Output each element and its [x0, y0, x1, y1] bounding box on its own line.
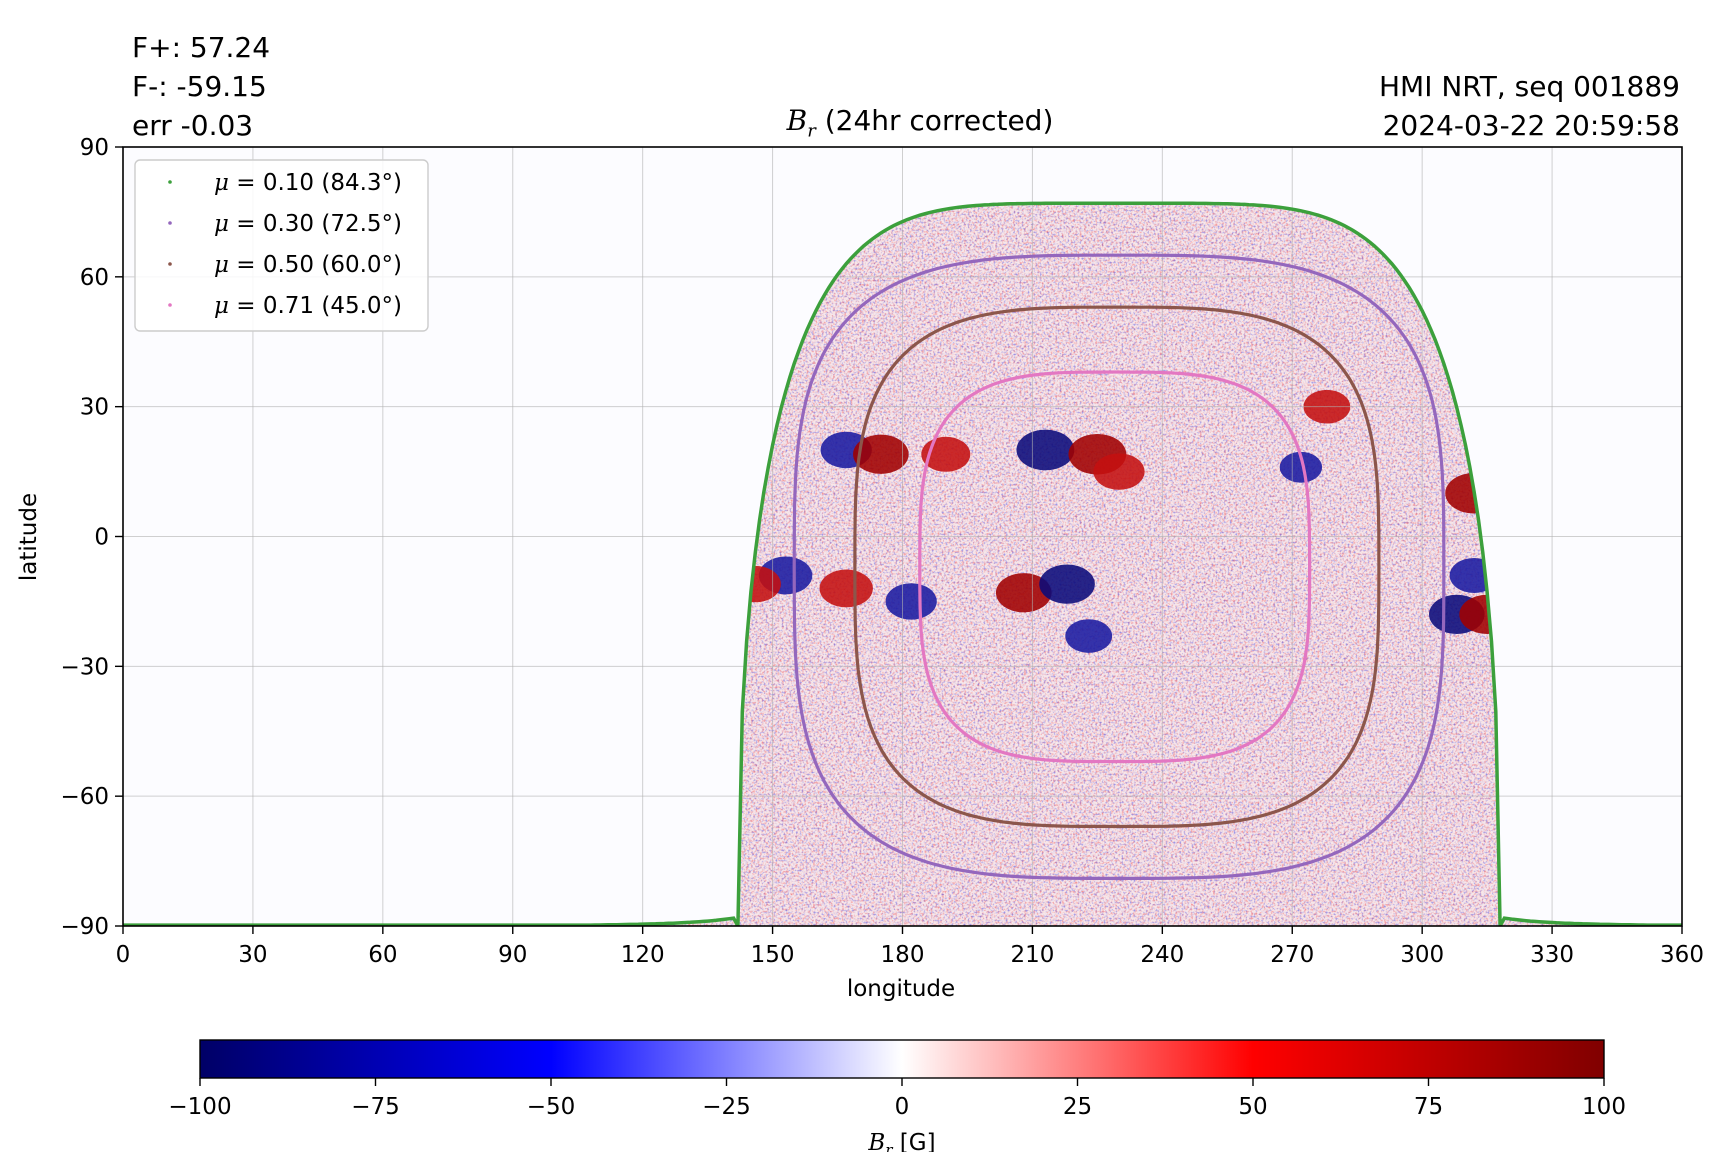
colorbar-tick-label: −100 [168, 1094, 231, 1120]
y-tick-label: 90 [80, 135, 109, 161]
active-region [1016, 429, 1075, 471]
x-tick-label: 360 [1660, 942, 1704, 968]
legend-text: = 0.71 (45.0°) [229, 293, 402, 319]
colorbar-tick-label: 0 [895, 1094, 910, 1120]
y-axis-ticks: −90 −60 −30 0 30 60 90 [60, 135, 123, 940]
legend-entry: μ = 0.10 (84.3°) [214, 170, 402, 196]
colorbar-label: Br [G] [867, 1130, 935, 1152]
legend-mu-symbol: μ [214, 252, 229, 278]
colorbar-label-unit: [G] [892, 1130, 935, 1152]
legend-text: = 0.30 (72.5°) [229, 211, 402, 237]
title-text: (24hr corrected) [815, 104, 1054, 137]
legend-entry: μ = 0.50 (60.0°) [214, 252, 402, 278]
flux-minus-label: F-: -59.15 [132, 70, 267, 103]
flux-plus-label: F+: 57.24 [132, 31, 271, 64]
y-tick-label: 30 [80, 395, 109, 421]
active-region [853, 434, 909, 474]
legend-marker [168, 180, 172, 184]
y-tick-label: 60 [80, 265, 109, 291]
legend-marker [168, 221, 172, 225]
mu-contour-0.50 [853, 305, 1381, 829]
x-tick-label: 270 [1270, 942, 1314, 968]
y-tick-label: −90 [60, 914, 109, 940]
x-tick-label: 150 [751, 942, 795, 968]
x-tick-label: 330 [1530, 942, 1574, 968]
colorbar-tick-label: −75 [351, 1094, 400, 1120]
active-region [1279, 451, 1323, 483]
active-region [1039, 564, 1095, 604]
mu-contour-0.71 [918, 370, 1312, 764]
colorbar-label-symbol: B [867, 1130, 885, 1152]
x-tick-label: 30 [238, 942, 267, 968]
colorbar-tick-label: 50 [1238, 1094, 1267, 1120]
title-subscript: r [807, 120, 816, 142]
legend-text: = 0.10 (84.3°) [229, 170, 402, 196]
colorbar-tick-label: 75 [1414, 1094, 1443, 1120]
legend-entry: μ = 0.71 (45.0°) [214, 293, 402, 319]
colorbar-tick-label: −25 [702, 1094, 751, 1120]
x-axis-ticks: 0 30 60 90 120 150 180 210 240 270 300 330 360 [116, 926, 1704, 968]
legend-entry: μ = 0.30 (72.5°) [214, 211, 402, 237]
legend-marker [168, 262, 172, 266]
chart-title: Br (24hr corrected) [787, 104, 1054, 142]
colorbar [199, 1039, 1605, 1079]
mu-contour-0.10 [123, 201, 1682, 926]
colorbar-ticks: −100 −75 −50 −25 0 25 50 75 100 [168, 1078, 1626, 1120]
y-tick-label: −30 [60, 654, 109, 680]
y-axis-label: latitude [16, 493, 42, 581]
active-region [1093, 453, 1145, 490]
x-tick-label: 90 [498, 942, 527, 968]
datetime-label: 2024-03-22 20:59:58 [1382, 109, 1680, 142]
colorbar-tick-label: 25 [1063, 1094, 1092, 1120]
legend-box [134, 159, 429, 332]
legend-mu-symbol: μ [214, 170, 229, 196]
active-region [819, 569, 873, 608]
source-label: HMI NRT, seq 001889 [1378, 70, 1680, 103]
mu-contour-0.30 [792, 253, 1446, 880]
legend-mu-symbol: μ [214, 211, 229, 237]
legend-mu-symbol: μ [214, 293, 229, 319]
legend-text: = 0.50 (60.0°) [229, 252, 402, 278]
x-tick-label: 240 [1140, 942, 1184, 968]
flux-error-label: err -0.03 [132, 109, 254, 142]
y-tick-label: 0 [94, 525, 109, 551]
x-tick-label: 120 [621, 942, 665, 968]
mu-contours [123, 201, 1682, 926]
x-tick-label: 60 [368, 942, 397, 968]
colorbar-tick-label: −50 [527, 1094, 576, 1120]
x-tick-label: 0 [116, 942, 131, 968]
x-tick-label: 300 [1400, 942, 1444, 968]
y-tick-label: −60 [60, 784, 109, 810]
colorbar-label-subscript: r [885, 1141, 893, 1152]
x-tick-label: 180 [881, 942, 925, 968]
x-axis-label: longitude [847, 976, 955, 1002]
x-tick-label: 210 [1010, 942, 1054, 968]
legend-marker [168, 303, 172, 307]
active-region [995, 573, 1052, 613]
active-regions [729, 389, 1515, 653]
active-region [1065, 619, 1113, 653]
legend: μ = 0.10 (84.3°)μ = 0.30 (72.5°)μ = 0.50… [134, 159, 429, 332]
active-region [885, 583, 937, 620]
colorbar-tick-label: 100 [1582, 1094, 1626, 1120]
title-symbol: B [786, 104, 808, 137]
